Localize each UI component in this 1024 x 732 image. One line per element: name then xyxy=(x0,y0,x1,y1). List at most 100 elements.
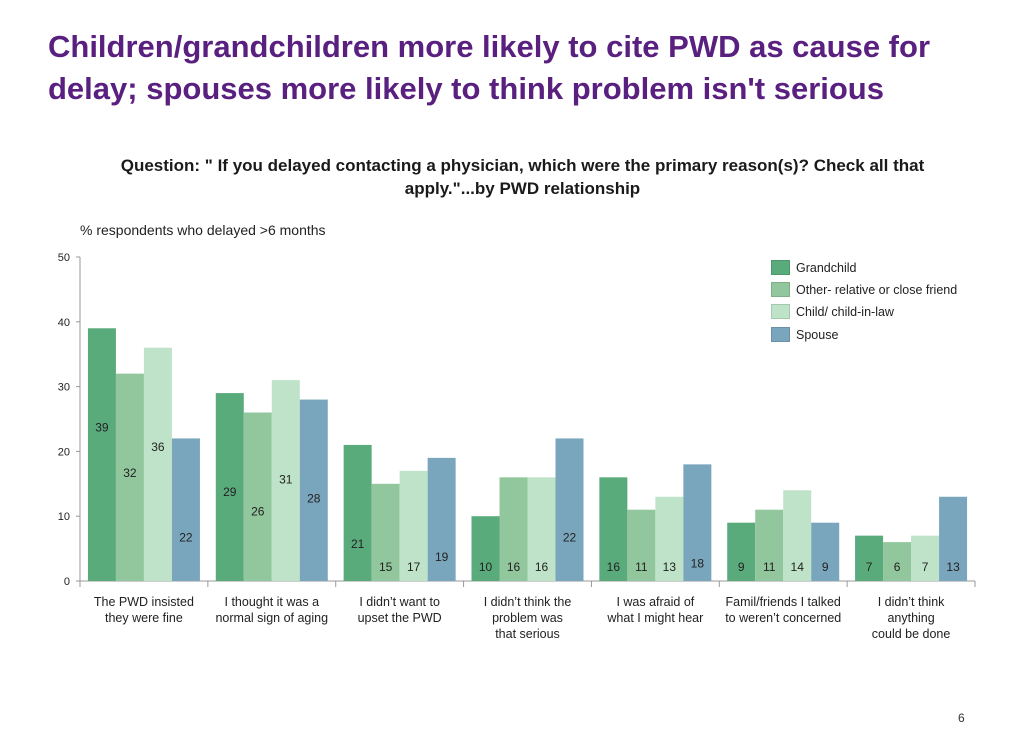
x-tick-label-line: I didn’t think xyxy=(878,595,945,609)
data-label: 18 xyxy=(691,557,705,571)
x-tick-label: I was afraid of what I might hear xyxy=(606,595,703,625)
bar xyxy=(727,522,756,581)
bar xyxy=(499,477,528,581)
x-tick-label-line: The PWD insisted xyxy=(94,595,194,609)
y-tick-label: 0 xyxy=(64,576,70,588)
bar xyxy=(811,522,840,581)
legend-item: Grandchild xyxy=(771,257,957,278)
data-label: 7 xyxy=(866,560,873,574)
bar xyxy=(143,347,172,581)
data-label: 16 xyxy=(535,560,549,574)
data-label: 9 xyxy=(822,560,829,574)
bar xyxy=(171,438,200,581)
x-tick-label-line: that serious xyxy=(495,627,560,641)
data-label: 22 xyxy=(179,531,193,545)
x-tick-label-line: to weren’t concerned xyxy=(725,611,841,625)
bar xyxy=(215,393,244,581)
legend-item: Other- relative or close friend xyxy=(771,279,957,300)
bar xyxy=(115,373,144,581)
x-tick-label: I didn’t think anything could be done xyxy=(872,595,951,641)
x-tick-label-line: Famil/friends I talked xyxy=(726,595,841,609)
data-label: 13 xyxy=(663,560,677,574)
bar xyxy=(399,470,428,581)
data-label: 29 xyxy=(223,485,237,499)
x-tick-label-line: I didn’t think the xyxy=(484,595,572,609)
x-tick-label-line: anything xyxy=(887,611,934,625)
x-tick-label-line: I was afraid of xyxy=(616,595,694,609)
y-tick-label: 50 xyxy=(58,252,70,264)
x-tick-label-line: what I might hear xyxy=(606,611,703,625)
legend-swatch xyxy=(771,327,790,342)
bar xyxy=(343,444,372,581)
x-tick-label: The PWD insisted they were fine xyxy=(94,595,194,625)
data-label: 16 xyxy=(507,560,521,574)
data-label: 6 xyxy=(894,560,901,574)
legend-label: Grandchild xyxy=(796,260,857,275)
data-label: 21 xyxy=(351,537,365,551)
chart-legend: Grandchild Other- relative or close frien… xyxy=(771,257,957,346)
bar xyxy=(911,535,940,581)
bar xyxy=(655,496,684,581)
legend-label: Child/ child-in-law xyxy=(796,304,894,319)
bar xyxy=(783,490,812,581)
y-tick-label: 20 xyxy=(58,446,70,458)
bar xyxy=(855,535,884,581)
x-tick-label-line: upset the PWD xyxy=(358,611,442,625)
legend-item: Child/ child-in-law xyxy=(771,301,957,322)
bar xyxy=(471,516,500,581)
legend-label: Spouse xyxy=(796,327,839,342)
x-tick-label-line: I didn’t want to xyxy=(359,595,440,609)
x-tick-label: I didn’t want to upset the PWD xyxy=(358,595,442,625)
data-label: 11 xyxy=(635,560,648,574)
data-label: 26 xyxy=(251,505,265,519)
page-number: 6 xyxy=(958,711,965,725)
data-label: 31 xyxy=(279,472,293,486)
x-tick-label-line: could be done xyxy=(872,627,951,641)
y-tick-label: 10 xyxy=(58,511,70,523)
legend-swatch xyxy=(771,282,790,297)
bar xyxy=(599,477,628,581)
x-tick-label-line: they were fine xyxy=(105,611,183,625)
bar xyxy=(427,457,456,581)
bar xyxy=(755,509,784,581)
y-axis-label: % respondents who delayed >6 months xyxy=(80,222,326,238)
bar xyxy=(627,509,656,581)
bar xyxy=(299,399,328,581)
x-tick-label-line: normal sign of aging xyxy=(215,611,328,625)
data-label: 32 xyxy=(123,466,137,480)
legend-item: Spouse xyxy=(771,324,957,345)
data-label: 19 xyxy=(435,550,449,564)
bar xyxy=(555,438,584,581)
legend-swatch xyxy=(771,260,790,275)
data-label: 16 xyxy=(607,560,621,574)
data-label: 28 xyxy=(307,492,321,506)
data-label: 14 xyxy=(791,560,805,574)
x-tick-label: I thought it was a normal sign of aging xyxy=(215,595,328,625)
data-label: 7 xyxy=(922,560,929,574)
x-tick-label-line: I thought it was a xyxy=(225,595,320,609)
x-tick-label: I didn’t think the problem was that seriou… xyxy=(484,595,572,641)
y-tick-label: 40 xyxy=(58,317,70,329)
legend-label: Other- relative or close friend xyxy=(796,282,958,297)
bar xyxy=(87,328,116,581)
data-label: 39 xyxy=(95,420,109,434)
bar xyxy=(883,542,912,581)
slide-headline: Children/grandchildren more likely to ci… xyxy=(48,29,931,106)
x-tick-label-line: problem was xyxy=(492,611,563,625)
data-label: 10 xyxy=(479,560,493,574)
data-label: 17 xyxy=(407,560,421,574)
bar xyxy=(371,483,400,581)
data-label: 15 xyxy=(379,560,393,574)
data-label: 22 xyxy=(563,531,577,545)
bar xyxy=(243,412,272,581)
survey-question: Question: " If you delayed contacting a … xyxy=(120,156,925,198)
bar xyxy=(527,477,556,581)
y-tick-label: 30 xyxy=(58,382,70,394)
data-label: 11 xyxy=(763,560,776,574)
data-label: 13 xyxy=(946,560,960,574)
bar xyxy=(271,380,300,581)
legend-swatch xyxy=(771,304,790,319)
bar xyxy=(683,464,712,581)
data-label: 9 xyxy=(738,560,745,574)
